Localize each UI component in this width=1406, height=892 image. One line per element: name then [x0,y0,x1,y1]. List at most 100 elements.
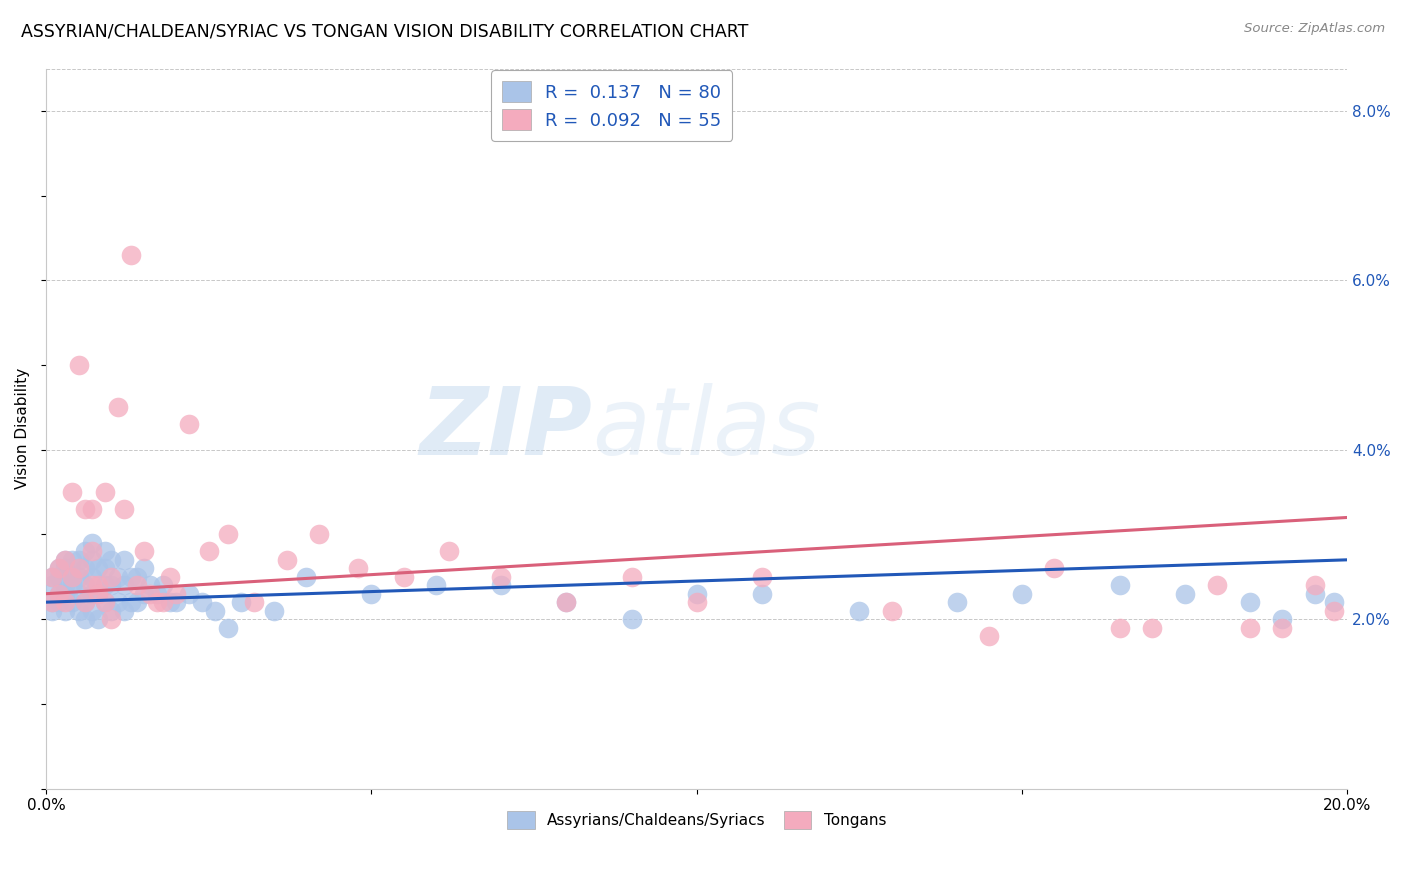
Point [48,570,70,584]
Point [48,587,70,601]
Point [751,570,773,584]
Point [1271,621,1294,635]
Point [80,587,103,601]
Point [112,502,135,516]
Point [80,544,103,558]
Point [1174,587,1197,601]
Point [80,570,103,584]
Point [139,587,162,601]
Point [87,561,110,575]
Point [1303,578,1326,592]
Point [87,587,110,601]
Point [555,595,578,609]
Point [80,536,103,550]
Point [48,595,70,609]
Point [93,544,115,558]
Point [1323,595,1346,609]
Point [80,553,103,567]
Point [93,578,115,592]
Point [93,595,115,609]
Point [112,553,135,567]
Point [120,248,142,262]
Point [55,595,77,609]
Point [67,358,90,372]
Point [48,587,70,601]
Text: ASSYRIAN/CHALDEAN/SYRIAC VS TONGAN VISION DISABILITY CORRELATION CHART: ASSYRIAN/CHALDEAN/SYRIAC VS TONGAN VISIO… [21,22,748,40]
Point [392,570,415,584]
Point [55,604,77,618]
Point [112,604,135,618]
Point [425,578,447,592]
Point [620,612,643,626]
Point [946,595,969,609]
Point [152,595,174,609]
Point [73,502,96,516]
Y-axis label: Vision Disability: Vision Disability [15,368,30,489]
Point [41,595,63,609]
Point [295,570,318,584]
Point [41,570,63,584]
Point [93,595,115,609]
Text: atlas: atlas [592,383,821,474]
Point [60,485,83,500]
Point [100,570,122,584]
Point [107,595,129,609]
Point [73,544,96,558]
Point [347,561,370,575]
Point [67,570,90,584]
Point [308,527,330,541]
Point [204,604,226,618]
Point [139,578,162,592]
Point [152,578,174,592]
Point [620,570,643,584]
Point [60,595,83,609]
Point [41,570,63,584]
Point [1239,595,1261,609]
Point [685,595,707,609]
Point [231,595,253,609]
Point [1108,578,1130,592]
Point [73,561,96,575]
Point [87,578,110,592]
Point [179,417,201,432]
Point [1303,587,1326,601]
Point [132,587,155,601]
Point [73,578,96,592]
Point [1271,612,1294,626]
Point [80,578,103,592]
Point [125,578,148,592]
Point [685,587,707,601]
Point [100,578,122,592]
Point [73,595,96,609]
Text: ZIP: ZIP [419,383,592,475]
Point [93,561,115,575]
Point [60,570,83,584]
Point [165,595,187,609]
Point [73,595,96,609]
Point [1206,578,1229,592]
Point [73,612,96,626]
Point [848,604,870,618]
Point [120,570,142,584]
Point [1239,621,1261,635]
Point [217,621,239,635]
Point [67,604,90,618]
Point [55,553,77,567]
Point [107,401,129,415]
Point [67,553,90,567]
Point [55,561,77,575]
Point [555,595,578,609]
Point [107,570,129,584]
Point [41,578,63,592]
Point [880,604,903,618]
Point [87,612,110,626]
Point [112,578,135,592]
Point [87,587,110,601]
Point [217,527,239,541]
Point [120,595,142,609]
Point [179,587,201,601]
Point [191,595,214,609]
Point [243,595,266,609]
Point [93,485,115,500]
Point [125,595,148,609]
